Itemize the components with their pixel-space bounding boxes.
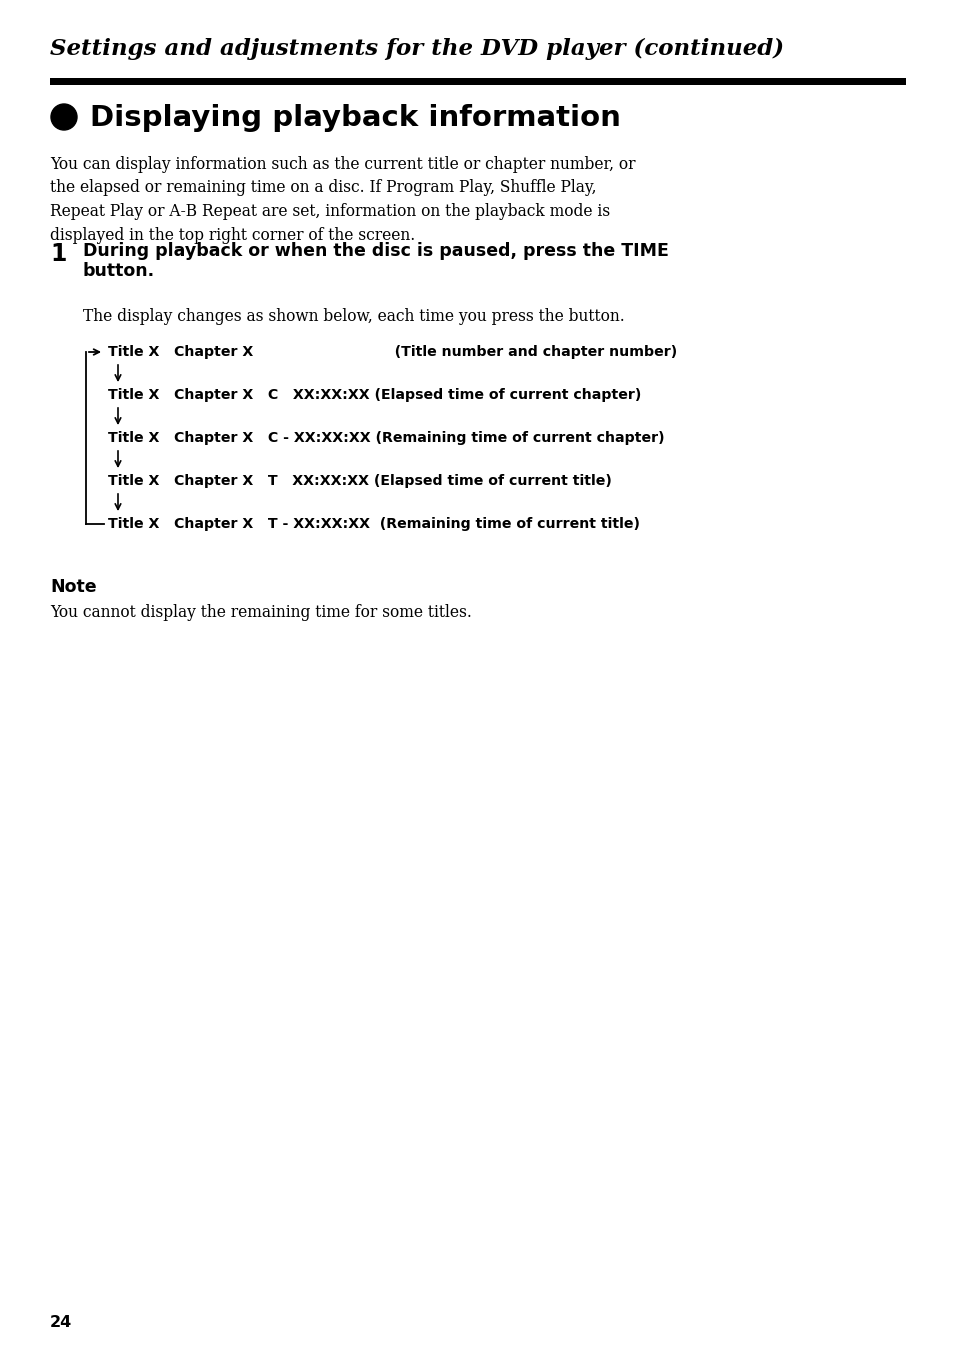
Text: Title X   Chapter X   T   XX:XX:XX (Elapsed time of current title): Title X Chapter X T XX:XX:XX (Elapsed ti… — [108, 474, 611, 489]
Text: Note: Note — [50, 578, 96, 596]
Text: Settings and adjustments for the DVD player (continued): Settings and adjustments for the DVD pla… — [50, 38, 783, 60]
Text: 24: 24 — [50, 1315, 72, 1330]
Text: button.: button. — [83, 262, 155, 280]
Text: You can display information such as the current title or chapter number, or
the : You can display information such as the … — [50, 156, 635, 243]
Text: 1: 1 — [50, 242, 67, 266]
Text: The display changes as shown below, each time you press the button.: The display changes as shown below, each… — [83, 308, 624, 324]
Text: You cannot display the remaining time for some titles.: You cannot display the remaining time fo… — [50, 604, 472, 622]
Text: Title X   Chapter X   T - XX:XX:XX  (Remaining time of current title): Title X Chapter X T - XX:XX:XX (Remainin… — [108, 517, 639, 531]
Circle shape — [51, 104, 77, 130]
Text: Title X   Chapter X   C - XX:XX:XX (Remaining time of current chapter): Title X Chapter X C - XX:XX:XX (Remainin… — [108, 432, 664, 445]
Bar — [50, 77, 905, 85]
Text: Displaying playback information: Displaying playback information — [90, 104, 620, 132]
Text: Title X   Chapter X                             (Title number and chapter number: Title X Chapter X (Title number and chap… — [108, 345, 677, 360]
Text: Title X   Chapter X   C   XX:XX:XX (Elapsed time of current chapter): Title X Chapter X C XX:XX:XX (Elapsed ti… — [108, 388, 640, 402]
Text: During playback or when the disc is paused, press the TIME: During playback or when the disc is paus… — [83, 242, 668, 261]
